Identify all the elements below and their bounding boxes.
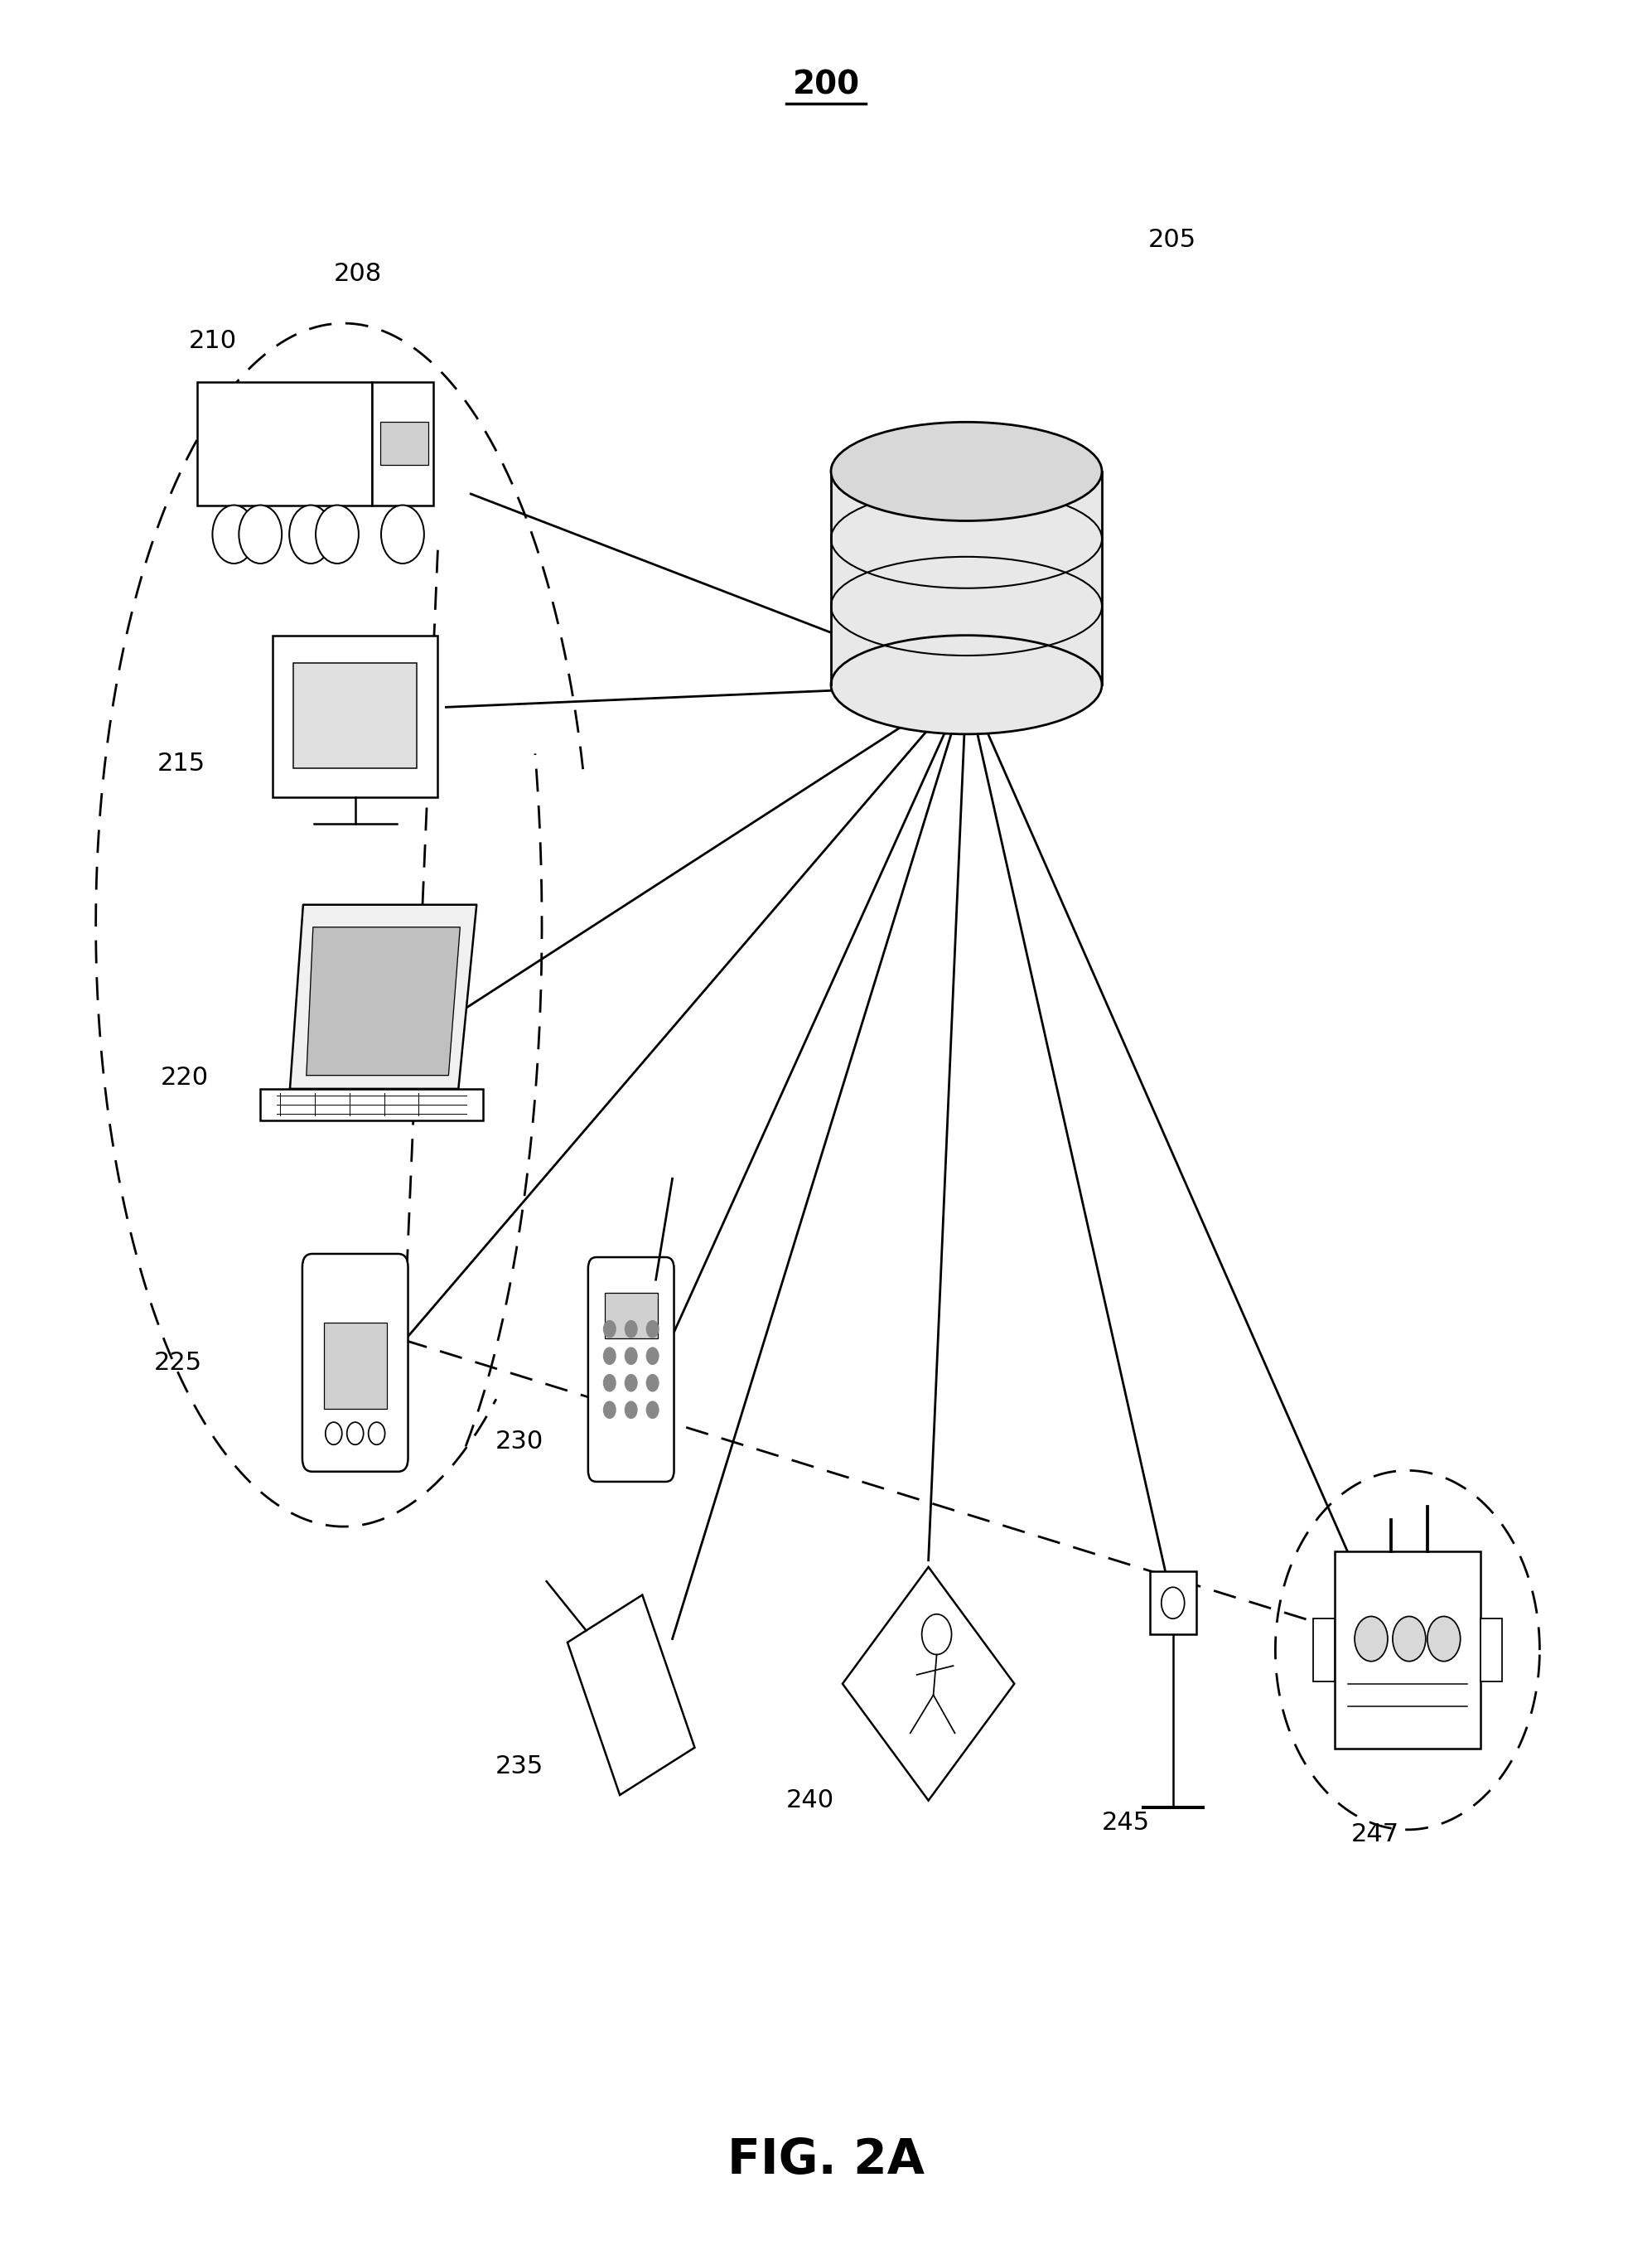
Bar (324, 1322, 387, 1410)
Circle shape (624, 1401, 638, 1419)
Circle shape (646, 1374, 659, 1392)
Bar (372, 382, 433, 505)
Circle shape (1393, 1616, 1426, 1661)
Text: 245: 245 (1102, 1812, 1150, 1834)
Circle shape (646, 1320, 659, 1338)
Circle shape (316, 505, 358, 563)
Bar (1335, 1551, 1480, 1749)
Bar (380, 422, 428, 465)
Circle shape (603, 1401, 616, 1419)
Polygon shape (307, 927, 459, 1075)
Circle shape (382, 505, 425, 563)
Text: 235: 235 (496, 1756, 544, 1778)
Text: FIG. 2A: FIG. 2A (727, 2135, 925, 2184)
Circle shape (646, 1401, 659, 1419)
Circle shape (213, 505, 256, 563)
Ellipse shape (831, 422, 1102, 521)
Text: 200: 200 (793, 70, 859, 101)
Bar (273, 635, 438, 797)
Circle shape (1355, 1616, 1388, 1661)
Circle shape (289, 505, 332, 563)
Circle shape (624, 1374, 638, 1392)
Text: 210: 210 (188, 330, 236, 352)
Text: 240: 240 (786, 1789, 834, 1812)
Text: 247: 247 (1351, 1823, 1399, 1845)
Bar (198, 382, 372, 505)
Circle shape (240, 505, 282, 563)
Text: 205: 205 (1148, 229, 1196, 251)
Circle shape (603, 1374, 616, 1392)
Circle shape (646, 1347, 659, 1365)
Polygon shape (289, 905, 476, 1089)
Text: 220: 220 (160, 1066, 208, 1089)
Circle shape (603, 1320, 616, 1338)
Circle shape (624, 1320, 638, 1338)
Circle shape (1427, 1616, 1460, 1661)
Bar (1480, 1619, 1502, 1682)
Text: 208: 208 (334, 263, 382, 285)
Bar (1313, 1619, 1335, 1682)
Ellipse shape (831, 635, 1102, 734)
Polygon shape (843, 1567, 1014, 1800)
Bar (1150, 1572, 1196, 1634)
Text: 230: 230 (496, 1430, 544, 1453)
FancyBboxPatch shape (302, 1253, 408, 1473)
Text: 225: 225 (154, 1351, 202, 1374)
Circle shape (624, 1347, 638, 1365)
FancyBboxPatch shape (831, 471, 1102, 685)
Polygon shape (567, 1594, 695, 1796)
Text: 215: 215 (157, 752, 205, 775)
Circle shape (603, 1347, 616, 1365)
Bar (261, 1089, 482, 1120)
Bar (605, 1293, 657, 1338)
Bar (292, 662, 416, 768)
FancyBboxPatch shape (588, 1257, 674, 1482)
